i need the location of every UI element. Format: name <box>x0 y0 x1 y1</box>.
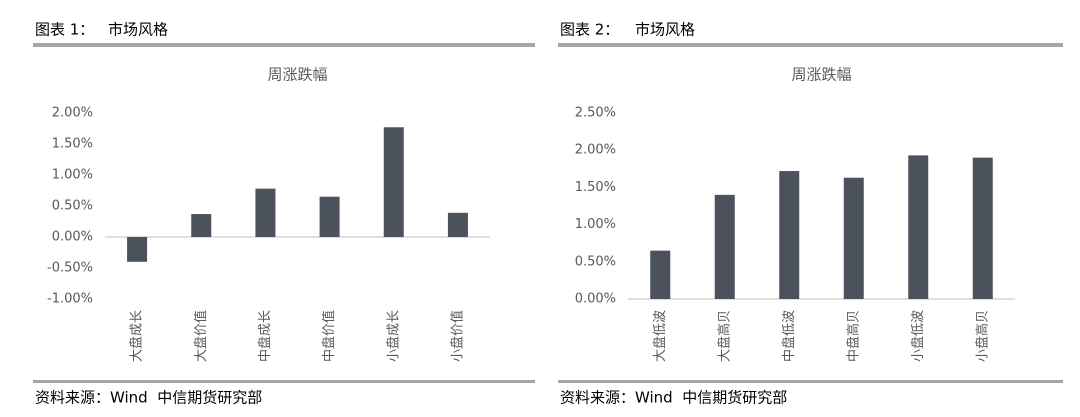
footer-rule <box>558 380 1063 383</box>
bar <box>127 237 148 262</box>
x-tick-label: 大盘高贝 <box>716 310 732 362</box>
x-tick-label: 小盘高贝 <box>974 310 990 362</box>
y-tick-label: -1.00% <box>47 292 93 307</box>
bar <box>319 196 340 237</box>
footer-rule <box>33 380 535 383</box>
y-tick-label: 0.50% <box>575 254 616 269</box>
y-tick-label: 1.00% <box>575 217 616 232</box>
bar <box>714 194 735 299</box>
y-tick-label: 0.00% <box>52 230 93 245</box>
y-tick-label: 1.50% <box>52 137 93 152</box>
x-tick-label: 大盘低波 <box>652 310 668 362</box>
y-tick-label: 2.50% <box>575 106 616 121</box>
source-note: 资料来源：Wind 中信期货研究部 <box>560 389 787 407</box>
figure-title: 市场风格 <box>635 21 695 39</box>
figure-label: 图表 2： <box>560 21 619 39</box>
source-note: 资料来源：Wind 中信期货研究部 <box>35 389 262 407</box>
header-rule <box>33 43 535 47</box>
bar <box>383 127 404 237</box>
x-tick-label: 中盘低波 <box>781 310 797 362</box>
x-tick-label: 中盘成长 <box>257 310 273 362</box>
x-tick-label: 大盘价值 <box>193 310 209 362</box>
x-tick-label: 小盘价值 <box>449 310 465 362</box>
x-tick-label: 大盘成长 <box>129 310 145 362</box>
y-tick-label: -0.50% <box>47 261 93 276</box>
chart-title: 周涨跌幅 <box>791 66 851 84</box>
y-tick-label: 0.00% <box>575 292 616 307</box>
bar <box>779 171 800 299</box>
chart-title: 周涨跌幅 <box>267 66 327 84</box>
header-rule <box>558 43 1063 47</box>
bar <box>972 157 993 299</box>
bar <box>255 188 276 237</box>
x-tick-label: 小盘低波 <box>910 310 926 362</box>
figure-label: 图表 1： <box>35 21 94 39</box>
bar <box>908 155 929 299</box>
bar <box>650 250 671 299</box>
y-tick-label: 2.00% <box>575 143 616 158</box>
y-tick-label: 2.00% <box>52 106 93 121</box>
y-tick-label: 1.50% <box>575 180 616 195</box>
bar <box>191 214 212 237</box>
bar <box>447 212 468 237</box>
figure-title: 市场风格 <box>108 21 168 39</box>
y-tick-label: 1.00% <box>52 168 93 183</box>
x-tick-label: 中盘价值 <box>321 310 337 362</box>
bar <box>843 177 864 299</box>
x-tick-label: 中盘高贝 <box>845 310 861 362</box>
y-tick-label: 0.50% <box>52 199 93 214</box>
x-tick-label: 小盘成长 <box>385 310 401 362</box>
